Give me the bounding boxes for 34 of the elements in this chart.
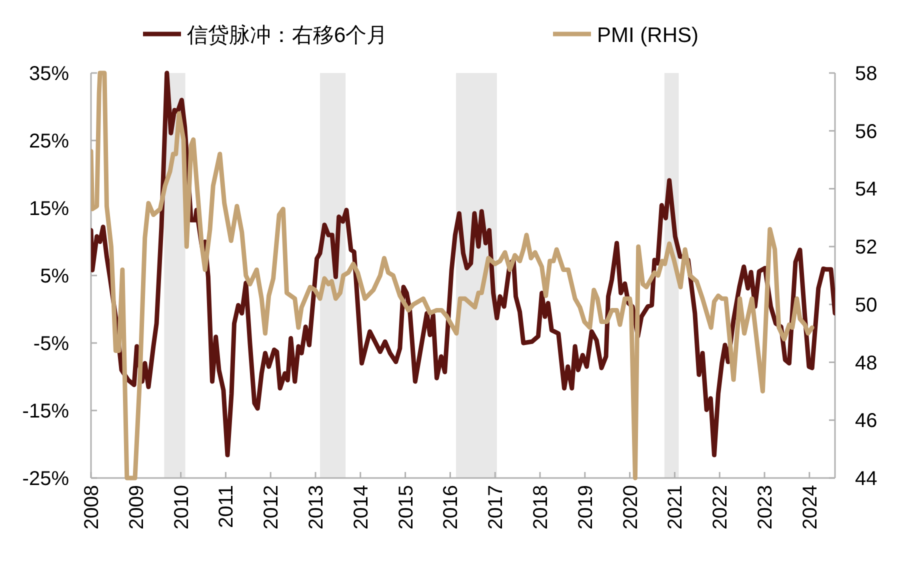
y2-tick-label: 54 (855, 178, 878, 201)
x-tick-label: 2010 (170, 485, 193, 530)
y-tick-label: 35% (28, 63, 70, 85)
x-tick-label: 2021 (664, 485, 687, 530)
y2-tick-label: 58 (855, 63, 878, 85)
y2-tick-label: 48 (855, 352, 878, 374)
x-tick-label: 2011 (216, 485, 238, 528)
y-tick-label: -5% (33, 333, 70, 355)
x-tick-label: 2013 (306, 485, 328, 530)
y-tick-label: 15% (28, 198, 70, 220)
x-tick-label: 2009 (126, 485, 148, 530)
x-tick-label: 2012 (260, 485, 283, 530)
y2-tick-label: 50 (855, 294, 878, 316)
x-tick-label: 2019 (574, 485, 597, 530)
y2-tick-label: 52 (855, 236, 878, 259)
y-tick-label: -15% (22, 400, 70, 422)
x-tick-label: 2016 (440, 485, 462, 530)
x-tick-label: 2020 (620, 485, 642, 530)
y-tick-label: 5% (40, 266, 70, 288)
x-tick-label: 2015 (395, 485, 418, 530)
y2-tick-label: 46 (855, 410, 878, 432)
legend-label: 信贷脉冲：右移6个月 (187, 24, 388, 47)
y2-tick-label: 56 (855, 120, 878, 143)
x-tick-label: 2023 (754, 485, 777, 530)
x-tick-label: 2022 (710, 485, 732, 530)
x-tick-label: 2024 (799, 485, 822, 530)
x-tick-label: 2017 (485, 485, 508, 530)
y2-tick-label: 44 (855, 468, 878, 490)
x-tick-label: 2014 (350, 485, 372, 530)
legend-label: PMI (RHS) (597, 24, 698, 47)
y-tick-label: -25% (22, 468, 70, 490)
x-tick-label: 2018 (530, 485, 552, 530)
x-tick-label: 2008 (81, 485, 103, 530)
y-tick-label: 25% (28, 130, 70, 152)
